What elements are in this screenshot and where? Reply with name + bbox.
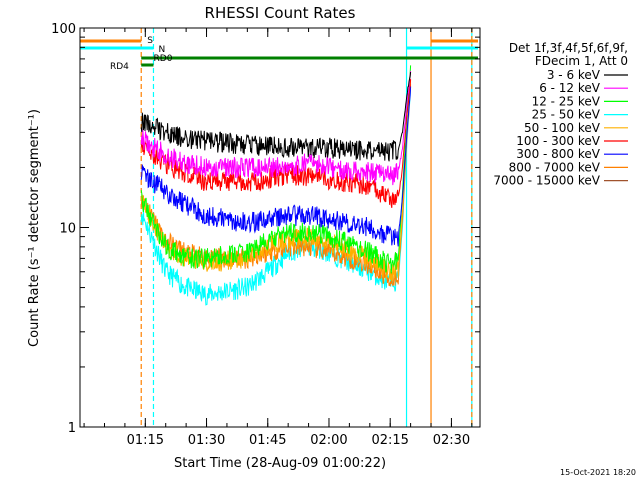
x-tick-label: 02:15 bbox=[371, 433, 408, 448]
marker-layer bbox=[140, 28, 473, 427]
chart-title: RHESSI Count Rates bbox=[205, 4, 356, 22]
footer-timestamp: 15-Oct-2021 18:20 bbox=[560, 468, 636, 477]
x-tick-label: 01:45 bbox=[249, 433, 286, 448]
y-tick-label: 10 bbox=[59, 222, 76, 237]
flag-label: N bbox=[159, 45, 166, 55]
y-tick-label: 100 bbox=[51, 22, 76, 37]
x-tick-label: 01:15 bbox=[127, 433, 164, 448]
legend-entry-label: 3 - 6 keV bbox=[547, 68, 601, 82]
x-tick-label: 01:30 bbox=[188, 433, 225, 448]
legend-entry-label: 12 - 25 keV bbox=[532, 94, 601, 108]
series-line bbox=[140, 86, 412, 247]
x-tick-label: 02:30 bbox=[433, 433, 470, 448]
plot-frame bbox=[79, 27, 481, 428]
flag-label: RD0 bbox=[154, 54, 173, 64]
y-tick-label: 1 bbox=[68, 421, 76, 436]
x-axis-label: Start Time (28-Aug-09 01:00:22) bbox=[174, 456, 386, 471]
legend-entry-label: 50 - 100 keV bbox=[524, 121, 601, 135]
legend-entry-label: 800 - 7000 keV bbox=[509, 160, 601, 174]
axes-layer: 1 10 100 01:15 01:30 01:45 02:00 02:15 02:30 bbox=[51, 22, 480, 448]
flag-label: S bbox=[147, 36, 153, 46]
legend-entry-label: 300 - 800 keV bbox=[516, 147, 600, 161]
series-line bbox=[140, 72, 412, 162]
series-layer bbox=[140, 65, 412, 306]
x-tick-label: 02:00 bbox=[310, 433, 347, 448]
legend-entry-label: 100 - 300 keV bbox=[516, 134, 600, 148]
series-line bbox=[140, 65, 412, 274]
legend: Det 1f,3f,4f,5f,6f,9f, FDecim 1, Att 0 3… bbox=[493, 41, 628, 188]
flag-label: RD4 bbox=[110, 62, 129, 72]
series-line bbox=[140, 71, 412, 186]
legend-entry-label: 6 - 12 keV bbox=[539, 81, 601, 95]
y-axis-label: Count Rate (s⁻¹ detector segment⁻¹) bbox=[27, 109, 42, 347]
legend-entry-label: 7000 - 15000 keV bbox=[493, 174, 600, 188]
legend-title-line-1: Det 1f,3f,4f,5f,6f,9f, bbox=[509, 41, 628, 55]
legend-title-line-2: FDecim 1, Att 0 bbox=[535, 54, 628, 68]
legend-entry-label: 25 - 50 keV bbox=[532, 108, 601, 122]
